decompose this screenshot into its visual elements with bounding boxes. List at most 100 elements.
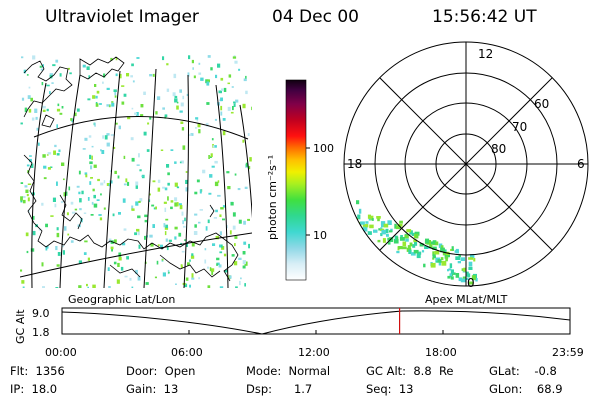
emission-dot [83, 212, 87, 214]
emission-dot [22, 199, 26, 204]
emission-dot [49, 75, 53, 79]
emission-dot [347, 205, 352, 208]
emission-dot [380, 227, 383, 230]
emission-dot [185, 242, 188, 247]
emission-dot [178, 232, 182, 237]
emission-dot [114, 170, 117, 174]
emission-dot [131, 208, 135, 211]
emission-dot [231, 254, 235, 257]
emission-dot [141, 175, 144, 177]
emission-dot [211, 165, 215, 168]
emission-dot [371, 218, 374, 221]
emission-dot [194, 224, 197, 228]
emission-dot [461, 268, 465, 271]
emission-dot [29, 155, 32, 157]
emission-dot [100, 149, 102, 152]
emission-dot [190, 255, 195, 259]
emission-dot [195, 117, 199, 120]
emission-dot [93, 203, 98, 208]
emission-dot [186, 93, 189, 96]
emission-dot [58, 149, 61, 153]
emission-dot [47, 167, 51, 170]
emission-dot [131, 107, 134, 110]
emission-dot [468, 257, 473, 260]
emission-dot [212, 243, 216, 246]
longitude-line [239, 104, 252, 219]
emission-dot [432, 251, 435, 256]
emission-dot [210, 67, 213, 71]
emission-dot [165, 238, 168, 242]
emission-dot [26, 74, 29, 76]
emission-dot [179, 205, 183, 210]
emission-dot [138, 153, 140, 158]
emission-dot [126, 73, 130, 77]
emission-dot [95, 102, 98, 104]
emission-dot [41, 202, 44, 206]
emission-dot [381, 229, 386, 235]
apex-label: Apex MLat/MLT [425, 293, 508, 306]
emission-dot [111, 102, 115, 107]
emission-dot [20, 122, 23, 125]
emission-dot [118, 256, 122, 261]
emission-dot [57, 103, 60, 107]
emission-dot [237, 188, 241, 191]
emission-dot [413, 239, 418, 243]
emission-dot [235, 99, 239, 103]
emission-dot [85, 174, 88, 178]
emission-dot [380, 221, 386, 226]
emission-dot [215, 209, 218, 213]
xtick-2359: 23:59 [552, 346, 584, 359]
emission-dot [421, 250, 425, 253]
colorbar-unit-label: photon cm⁻²s⁻¹ [266, 154, 279, 240]
emission-dot [156, 96, 161, 100]
emission-dot [179, 89, 182, 93]
emission-dot [149, 193, 151, 196]
emission-dot [457, 261, 461, 264]
emission-dot [164, 207, 167, 212]
emission-dot [28, 209, 30, 213]
emission-dot [135, 201, 139, 206]
emission-dot [56, 153, 60, 156]
emission-dot [185, 179, 188, 184]
emission-dot [93, 164, 97, 168]
emission-dot [88, 75, 91, 79]
emission-dot [450, 269, 454, 274]
emission-dot [211, 138, 214, 141]
xtick-1200: 12:00 [298, 346, 330, 359]
emission-dot [49, 166, 53, 168]
emission-dot [447, 269, 450, 272]
gc-altitude: GC Alt: 8.8 Re [366, 364, 454, 378]
latitude-line [20, 232, 252, 278]
emission-dot [200, 77, 204, 81]
emission-dot [242, 139, 245, 143]
emission-dot [430, 262, 436, 268]
emission-dot [380, 233, 383, 237]
emission-dot [56, 264, 60, 267]
emission-dot [151, 204, 155, 207]
emission-dot [233, 261, 238, 266]
emission-dot [71, 211, 76, 214]
emission-dot [206, 79, 210, 83]
emission-dot [60, 201, 64, 204]
emission-dot [435, 241, 439, 246]
emission-dot [408, 249, 412, 254]
emission-dot [173, 73, 177, 79]
emission-dot [394, 223, 397, 229]
emission-dot [220, 244, 223, 248]
emission-dot [448, 268, 452, 271]
emission-dot [166, 245, 169, 251]
emission-dot [61, 162, 65, 166]
emission-dot [20, 182, 24, 184]
emission-dot [409, 230, 413, 235]
emission-dot [114, 239, 117, 243]
emission-dot [87, 197, 90, 201]
emission-dot [196, 119, 199, 122]
emission-dot [91, 155, 93, 160]
emission-dot [199, 209, 203, 211]
emission-dot [27, 95, 31, 99]
emission-dot [195, 127, 197, 129]
emission-dot [198, 72, 202, 75]
emission-dot [365, 221, 369, 224]
emission-dot [430, 241, 436, 245]
emission-dot [432, 254, 436, 258]
